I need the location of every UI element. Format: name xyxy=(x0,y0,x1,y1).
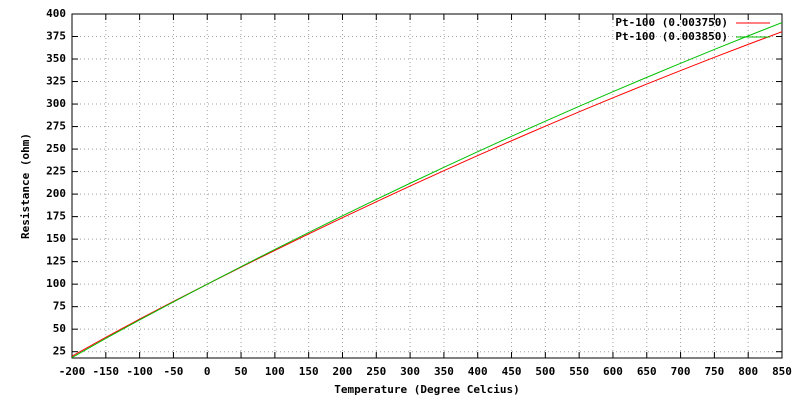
x-tick-label: 0 xyxy=(204,365,211,378)
x-tick-label: 650 xyxy=(637,365,657,378)
x-tick-label: 350 xyxy=(434,365,454,378)
x-tick-label: 150 xyxy=(299,365,319,378)
legend-label: Pt-100 (0.003750) xyxy=(615,16,728,29)
x-tick-label: 550 xyxy=(569,365,589,378)
y-tick-label: 125 xyxy=(46,255,66,268)
x-tick-label: 50 xyxy=(234,365,247,378)
x-tick-label: 400 xyxy=(468,365,488,378)
y-tick-label: 375 xyxy=(46,30,66,43)
y-axis-label: Resistance (ohm) xyxy=(19,133,32,239)
x-axis-label: Temperature (Degree Celcius) xyxy=(334,383,519,396)
y-tick-label: 300 xyxy=(46,97,66,110)
x-tick-label: 250 xyxy=(366,365,386,378)
y-tick-label: 325 xyxy=(46,75,66,88)
x-tick-label: -100 xyxy=(126,365,153,378)
plot-border xyxy=(71,13,783,359)
y-tick-label: 350 xyxy=(46,52,66,65)
y-tick-label: 100 xyxy=(46,277,66,290)
series-line xyxy=(72,22,782,358)
y-tick-label: 225 xyxy=(46,165,66,178)
x-tick-label: 200 xyxy=(333,365,353,378)
y-tick-label: 250 xyxy=(46,142,66,155)
y-tick-label: 75 xyxy=(53,300,66,313)
y-tick-label: 150 xyxy=(46,232,66,245)
x-tick-label: -200 xyxy=(59,365,86,378)
x-tick-label: 800 xyxy=(738,365,758,378)
legend-label: Pt-100 (0.003850) xyxy=(615,30,728,43)
y-tick-label: 200 xyxy=(46,187,66,200)
x-tick-label: 850 xyxy=(772,365,792,378)
plot-area xyxy=(72,22,782,358)
y-tick-label: 50 xyxy=(53,322,66,335)
y-tick-label: 275 xyxy=(46,120,66,133)
x-tick-label: 100 xyxy=(265,365,285,378)
x-tick-label: 750 xyxy=(704,365,724,378)
y-tick-label: 175 xyxy=(46,210,66,223)
x-tick-label: 500 xyxy=(535,365,555,378)
x-tick-label: -50 xyxy=(163,365,183,378)
x-tick-label: 300 xyxy=(400,365,420,378)
y-tick-label: 25 xyxy=(53,345,66,358)
x-tick-label: 450 xyxy=(502,365,522,378)
x-tick-label: 700 xyxy=(671,365,691,378)
y-tick-label: 400 xyxy=(46,7,66,20)
x-tick-label: 600 xyxy=(603,365,623,378)
x-tick-label: -150 xyxy=(93,365,120,378)
